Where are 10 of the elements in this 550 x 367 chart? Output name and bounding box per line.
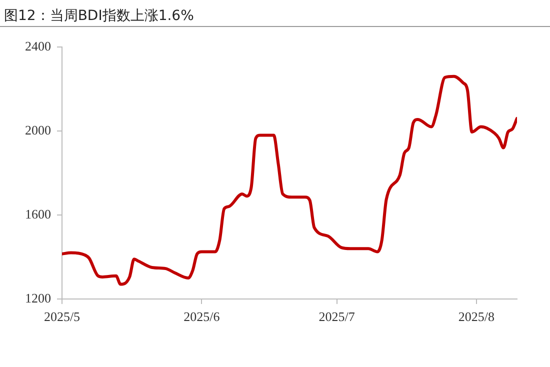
- x-tick-label: 2025/7: [318, 309, 356, 324]
- line-series: [62, 74, 517, 286]
- chart-title: 图12：当周BDI指数上涨1.6%: [0, 0, 550, 27]
- x-tick-label: 2025/8: [458, 309, 495, 324]
- y-tick-label: 2000: [25, 122, 51, 138]
- y-tick-label: 2400: [25, 38, 51, 54]
- y-tick-label: 1200: [25, 290, 51, 306]
- x-tick-label: 2025/5: [44, 309, 80, 324]
- x-tick-label: 2025/6: [184, 309, 220, 324]
- y-tick-label: 1600: [25, 206, 51, 222]
